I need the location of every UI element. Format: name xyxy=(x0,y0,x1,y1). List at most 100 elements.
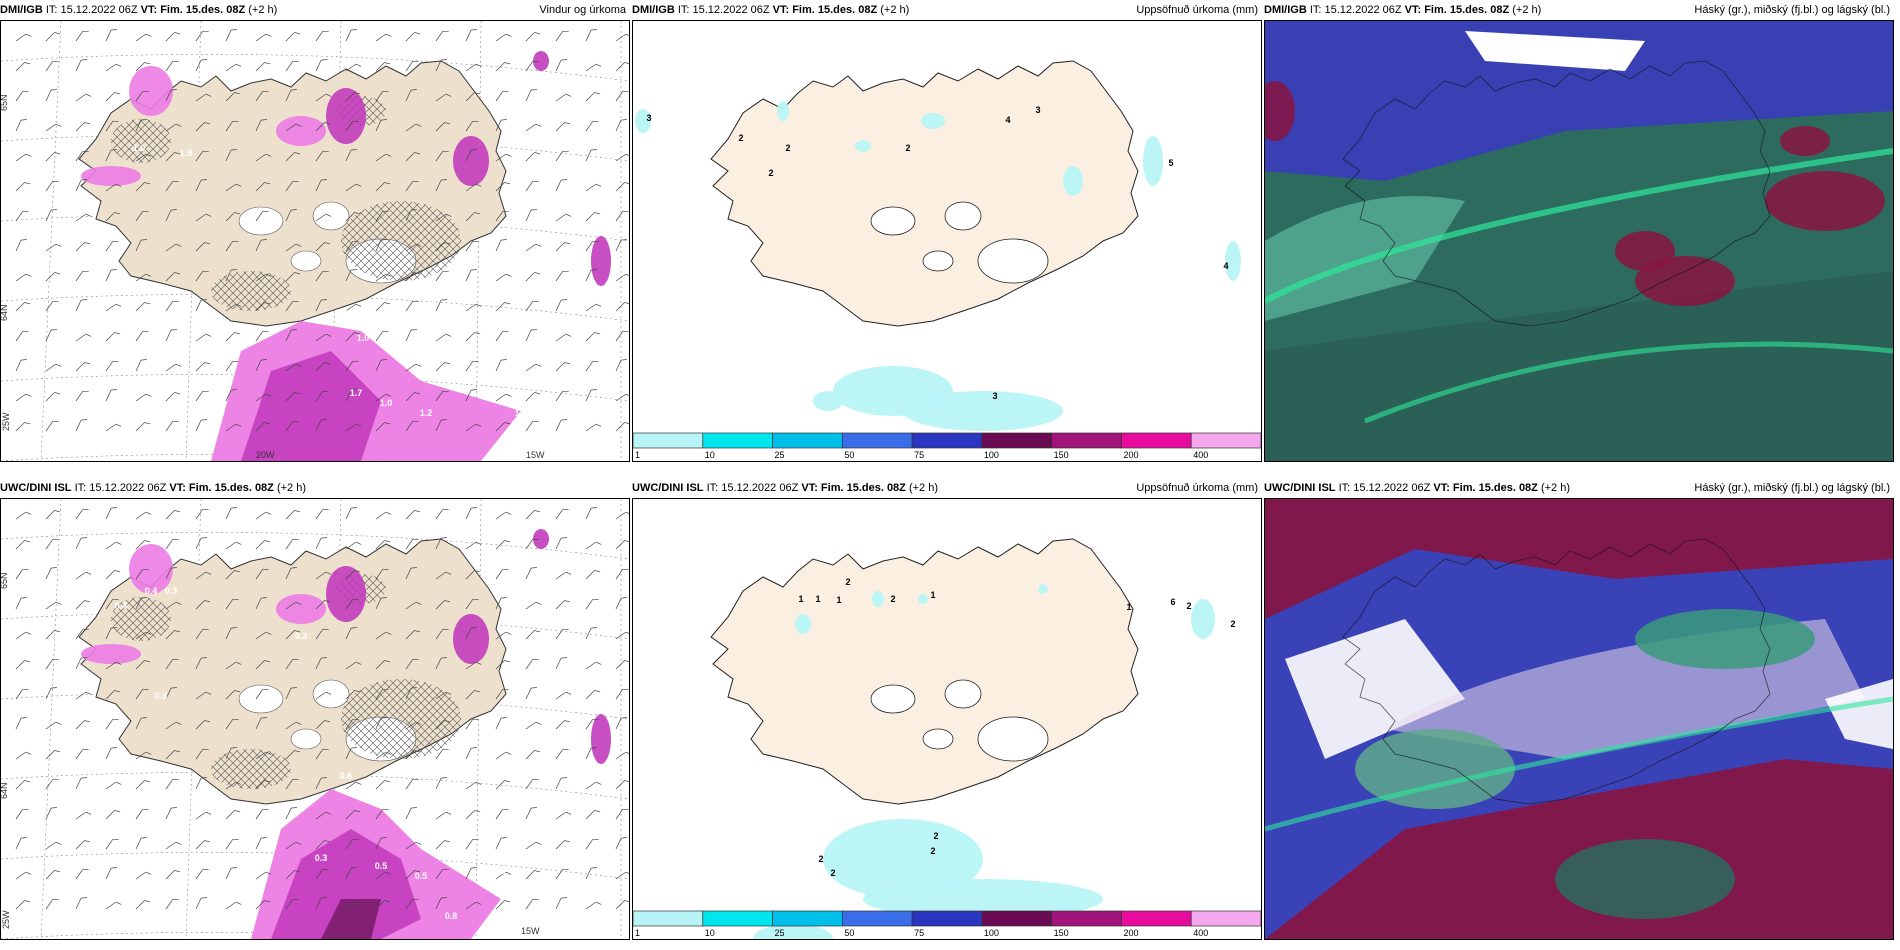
valid-time: VT: Fim. 15.des. 08Z xyxy=(140,4,246,16)
colorbar-swatch xyxy=(981,432,1053,449)
colorbar-swatch xyxy=(1051,910,1122,927)
colorbar-swatch xyxy=(633,432,704,449)
colorbar-label: 50 xyxy=(844,450,854,460)
value-label: 2 xyxy=(905,143,910,153)
colorbar-label: 1 xyxy=(635,450,640,460)
lead-time: (+2 h) xyxy=(276,482,307,494)
model-name: DMI/IGB xyxy=(0,4,43,16)
colorbar-label: 100 xyxy=(984,450,999,460)
value-label: 0.4 xyxy=(543,611,556,621)
map-svg: 3 2 2 2 2 4 3 5 4 3 1 10 25 50 75 100 150 200 400 xyxy=(633,21,1261,461)
model-name: UWC/DINI ISL xyxy=(0,482,72,494)
panel-uwc-cloud: UWC/DINI ISL IT: 15.12.2022 06Z VT: Fim.… xyxy=(1264,478,1894,940)
value-label: 1.0 xyxy=(380,398,393,408)
init-time: IT: 15.12.2022 06Z xyxy=(45,4,138,16)
value-label: 2 xyxy=(768,168,773,178)
colorbar-label: 50 xyxy=(844,928,854,938)
panel-title: Háský (gr.), miðský (fj.bl.) og lágský (… xyxy=(1694,4,1890,16)
colorbar-swatch xyxy=(911,910,983,927)
colorbar-swatch xyxy=(1051,432,1122,449)
value-label: 1 xyxy=(836,595,841,605)
value-label: 2 xyxy=(930,846,935,856)
value-label: 2 xyxy=(1230,619,1235,629)
panel-title: Vindur og úrkoma xyxy=(539,4,626,16)
value-label: 3 xyxy=(1035,105,1040,115)
value-label: 0.5 xyxy=(415,871,428,881)
colorbar-label: 1 xyxy=(635,928,640,938)
lon-label: 25W xyxy=(1,412,11,431)
panel-uwc-accum: UWC/DINI ISL IT: 15.12.2022 06Z VT: Fim.… xyxy=(632,478,1262,940)
lead-time: (+2 h) xyxy=(908,482,939,494)
map-svg xyxy=(1265,499,1893,939)
panel-header: UWC/DINI ISL IT: 15.12.2022 06Z VT: Fim.… xyxy=(1264,478,1894,498)
init-time: IT: 15.12.2022 06Z xyxy=(677,4,770,16)
colorbar-label: 75 xyxy=(914,450,924,460)
lead-time: (+2 h) xyxy=(1512,4,1542,16)
value-label: 0.5 xyxy=(375,861,388,871)
panel-dmi-wind: DMI/IGB IT: 15.12.2022 06Z VT: Fim. 15.d… xyxy=(0,0,630,462)
value-label: 1 xyxy=(815,594,820,604)
colorbar-swatch xyxy=(1121,910,1192,927)
colorbar-swatch xyxy=(702,432,773,449)
value-label: 6 xyxy=(1170,597,1175,607)
colorbar-swatch xyxy=(911,432,983,449)
value-label: 2 xyxy=(830,868,835,878)
map-svg: 1.0 1.9 2.7 0.8 1.0 1.7 1.0 1.2 1.1 65N 64N 20W 15W 2… xyxy=(1,21,629,461)
value-label: 4.3 xyxy=(415,821,428,831)
value-label: 0.7 xyxy=(495,866,508,876)
valid-time: VT: Fim. 15.des. 08Z xyxy=(169,482,274,494)
value-label: 2 xyxy=(785,143,790,153)
value-label: 4 xyxy=(1223,261,1228,271)
value-label: 0.4 xyxy=(355,789,368,799)
value-label: 0.6 xyxy=(155,691,168,701)
colorbar-label: 25 xyxy=(775,928,785,938)
colorbar: 1 10 25 50 75 100 150 200 400 xyxy=(633,432,1261,460)
colorbar-label: 100 xyxy=(984,928,999,938)
value-label: 1.8 xyxy=(355,791,368,801)
panel-title: Uppsöfnuð úrkoma (mm) xyxy=(1136,4,1258,16)
map-area: 1 1 1 2 2 1 6 2 2 1 2 2 2 2 1 10 25 50 75 100 150 200 400 xyxy=(632,498,1262,940)
panel-uwc-wind: UWC/DINI ISL IT: 15.12.2022 06Z VT: Fim.… xyxy=(0,478,630,940)
value-label: 0.3 xyxy=(165,586,178,596)
colorbar-label: 150 xyxy=(1054,928,1069,938)
panel-header: UWC/DINI ISL IT: 15.12.2022 06Z VT: Fim.… xyxy=(0,478,630,498)
value-label: 1.2 xyxy=(420,408,433,418)
lon-label: 15W xyxy=(521,926,540,936)
value-label: 1.0 xyxy=(133,143,146,153)
valid-time: VT: Fim. 15.des. 08Z xyxy=(1433,482,1538,494)
lat-label: 65N xyxy=(1,94,9,111)
panel-title: Háský (gr.), miðský (fj.bl.) og lágský (… xyxy=(1694,482,1890,494)
panel-header: UWC/DINI ISL IT: 15.12.2022 06Z VT: Fim.… xyxy=(632,478,1262,498)
colorbar-label: 75 xyxy=(914,928,924,938)
lead-time: (+2 h) xyxy=(1540,482,1571,494)
panel-dmi-accum: DMI/IGB IT: 15.12.2022 06Z VT: Fim. 15.d… xyxy=(632,0,1262,462)
valid-time: VT: Fim. 15.des. 08Z xyxy=(801,482,906,494)
colorbar-label: 400 xyxy=(1193,450,1208,460)
valid-time: VT: Fim. 15.des. 08Z xyxy=(772,4,878,16)
panel-header: DMI/IGB IT: 15.12.2022 06Z VT: Fim. 15.d… xyxy=(0,0,630,20)
value-label: 3 xyxy=(992,391,997,401)
value-label: 0.3 xyxy=(295,631,308,641)
colorbar-swatch xyxy=(1190,910,1261,927)
lon-label: 15W xyxy=(526,450,545,460)
value-label: 2 xyxy=(738,133,743,143)
colorbar-label: 10 xyxy=(705,928,715,938)
init-time: IT: 15.12.2022 06Z xyxy=(74,482,167,494)
colorbar: 1 10 25 50 75 100 150 200 400 xyxy=(633,910,1261,938)
value-label: 2 xyxy=(1186,601,1191,611)
model-name: UWC/DINI ISL xyxy=(632,482,704,494)
value-label: 1 xyxy=(930,590,935,600)
value-label: 5 xyxy=(1168,158,1173,168)
colorbar-swatch xyxy=(841,432,913,449)
lat-label: 65N xyxy=(1,572,9,589)
colorbar-label: 200 xyxy=(1123,450,1138,460)
value-label: 0.3 xyxy=(315,853,328,863)
value-label: 2 xyxy=(890,594,895,604)
lat-label: 64N xyxy=(1,782,9,799)
lon-label: 20W xyxy=(256,450,275,460)
panel-title: Uppsöfnuð úrkoma (mm) xyxy=(1136,482,1258,494)
value-label: 0.4 xyxy=(145,586,158,596)
value-label: 1.9 xyxy=(180,148,193,158)
map-svg: 0.4 0.30.40.60.40.30.50.5 0.70.60.40.31.84… xyxy=(1,499,629,939)
map-area: 3 2 2 2 2 4 3 5 4 3 1 10 25 50 75 100 150 200 400 xyxy=(632,20,1262,462)
